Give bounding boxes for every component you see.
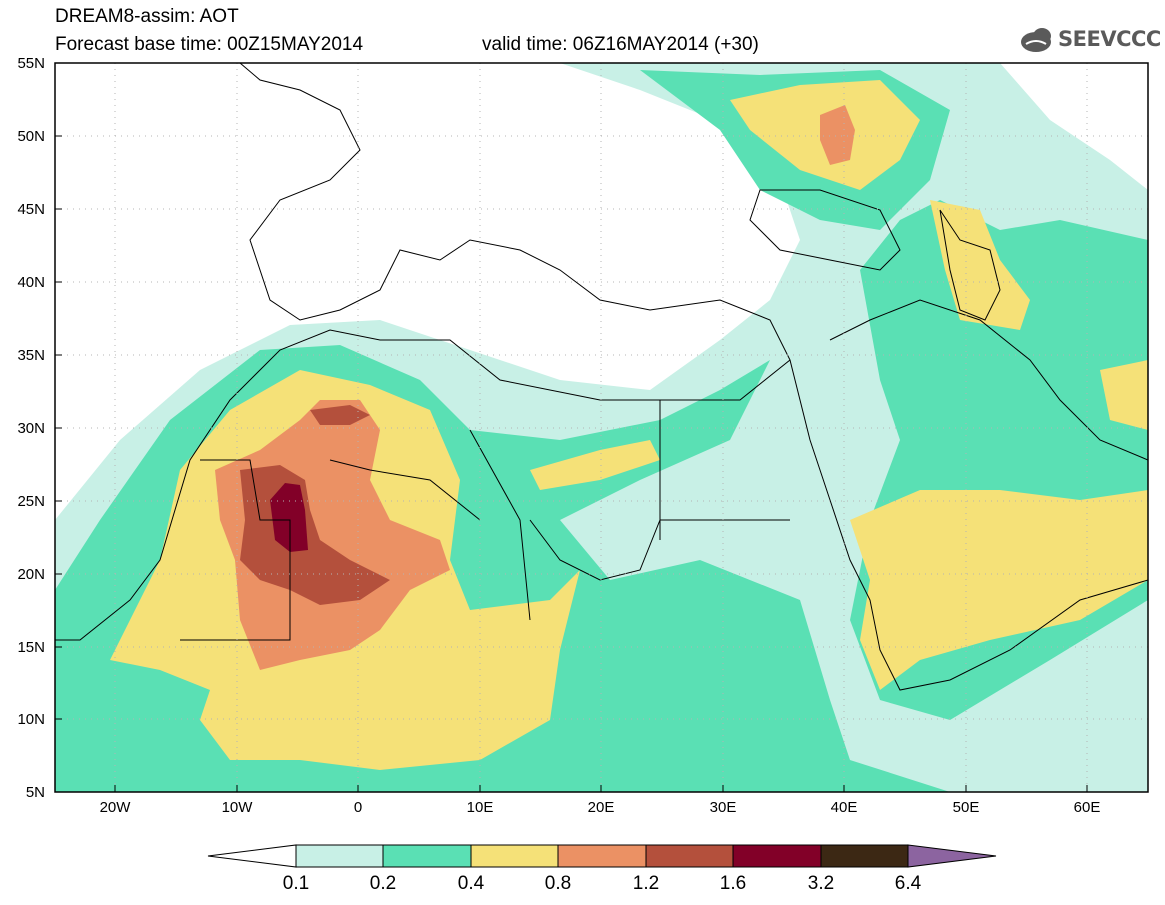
colorbar-label-0.8: 0.8 (544, 873, 572, 894)
colorbar-label-0.2: 0.2 (369, 873, 397, 894)
lon-label-10e: 10E (466, 799, 494, 816)
lon-label-10w: 10W (221, 799, 253, 816)
lat-label-10n: 10N (17, 711, 45, 728)
map-frame (54, 62, 1149, 793)
coastlines (55, 63, 1148, 691)
seevccc-logo (1021, 28, 1051, 52)
chart-title: DREAM8-assim: AOT (55, 6, 239, 27)
aot-band-1.2-north (310, 405, 370, 425)
forecast-base-time: Forecast base time: 00Z15MAY2014 (55, 34, 364, 55)
lon-label-40e: 40E (830, 799, 858, 816)
lat-label-20n: 20N (17, 566, 45, 583)
grid (55, 63, 1148, 792)
lat-label-40n: 40N (17, 274, 45, 291)
cloud-icon (1021, 28, 1051, 52)
lon-label-20e: 20E (587, 799, 615, 816)
colorbar-label-1.6: 1.6 (719, 873, 747, 894)
lat-label-25n: 25N (17, 493, 45, 510)
lon-label-20w: 20W (99, 799, 131, 816)
lat-label-30n: 30N (17, 420, 45, 437)
aot-band-0.4-mideast (850, 490, 1148, 690)
colorbar-label-1.2: 1.2 (632, 873, 660, 894)
aot-band-0.8-ukraine (820, 105, 855, 165)
aot-band-0.4-oman (1100, 360, 1148, 430)
colorbar-label-3.2: 3.2 (807, 873, 835, 894)
colorbar-label-0.1: 0.1 (282, 873, 310, 894)
valid-time: valid time: 06Z16MAY2014 (+30) (482, 34, 759, 55)
aot-band-1.6 (270, 483, 308, 552)
lon-label-0: 0 (353, 799, 363, 816)
logo-text: SEEVCCC (1058, 27, 1161, 51)
lat-label-50n: 50N (17, 128, 45, 145)
axis-ticks (55, 62, 1088, 792)
aot-band-0.4-egypt (530, 440, 660, 490)
lon-label-50e: 50E (952, 799, 980, 816)
lat-label-15n: 15N (17, 639, 45, 656)
colorbar-label-0.4: 0.4 (457, 873, 485, 894)
lat-label-5n: 5N (25, 784, 45, 801)
lon-label-60e: 60E (1073, 799, 1101, 816)
lat-label-45n: 45N (17, 201, 45, 218)
lon-label-30e: 30E (709, 799, 737, 816)
lat-label-35n: 35N (17, 347, 45, 364)
lat-label-55n: 55N (17, 55, 45, 72)
colorbar-label-6.4: 6.4 (894, 873, 922, 894)
